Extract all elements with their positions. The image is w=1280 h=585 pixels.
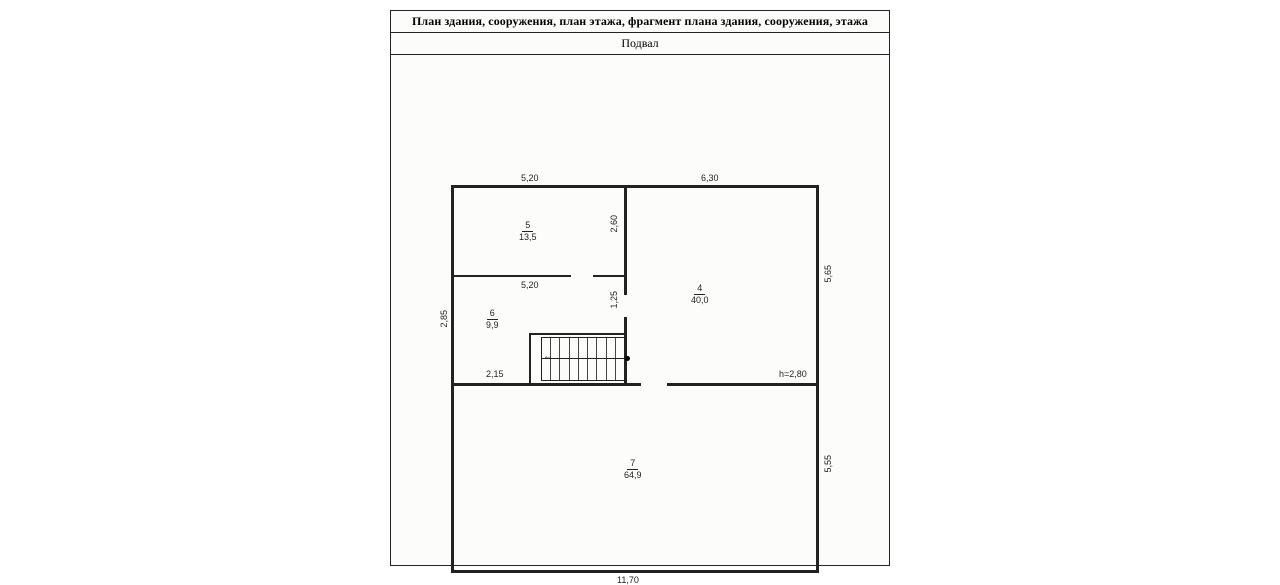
dim-565: 5,65 (823, 265, 833, 283)
door-gap-4 (641, 382, 667, 387)
dim-260: 2,60 (609, 215, 619, 233)
room-label-7: 7 64,9 (624, 458, 642, 481)
room-label-5: 5 13,5 (519, 220, 537, 243)
dim-520-top: 5,20 (521, 173, 539, 183)
room-number: 5 (522, 220, 533, 232)
dim-555: 5,55 (823, 455, 833, 473)
dim-h280: h=2,80 (779, 369, 807, 379)
stair-arrow-icon: ← (543, 351, 553, 362)
room-area: 13,5 (519, 232, 537, 242)
wall-mid-h (451, 383, 819, 386)
floor-plan: ← 5 13,5 6 9,9 4 40,0 7 64,9 5,20 6,30 5… (391, 55, 889, 565)
door-gap-6 (623, 295, 628, 317)
room-number: 6 (487, 308, 498, 320)
room-number: 7 (627, 458, 638, 470)
stair-midline (541, 358, 625, 359)
room-label-6: 6 9,9 (486, 308, 499, 331)
stairs (541, 337, 625, 381)
door-gap-5 (571, 274, 593, 278)
outer-wall (451, 185, 819, 573)
document-page: План здания, сооружения, план этажа, фра… (390, 10, 890, 566)
room-area: 40,0 (691, 295, 709, 305)
wall-under-5 (451, 275, 627, 277)
dim-520-mid: 5,20 (521, 280, 539, 290)
dim-630-top: 6,30 (701, 173, 719, 183)
room-label-4: 4 40,0 (691, 283, 709, 306)
dim-285: 2,85 (439, 310, 449, 328)
page-subtitle: Подвал (391, 33, 889, 55)
wall-stair-top (529, 333, 627, 335)
dim-215: 2,15 (486, 369, 504, 379)
dim-1170: 11,70 (617, 575, 639, 585)
room-number: 4 (694, 283, 705, 295)
dim-125: 1,25 (609, 291, 619, 309)
page-title: План здания, сооружения, план этажа, фра… (391, 11, 889, 33)
stair-treads (542, 338, 624, 380)
room-area: 9,9 (486, 320, 499, 330)
room-area: 64,9 (624, 470, 642, 480)
stair-start-dot (625, 356, 630, 361)
wall-stair-left (529, 333, 531, 383)
